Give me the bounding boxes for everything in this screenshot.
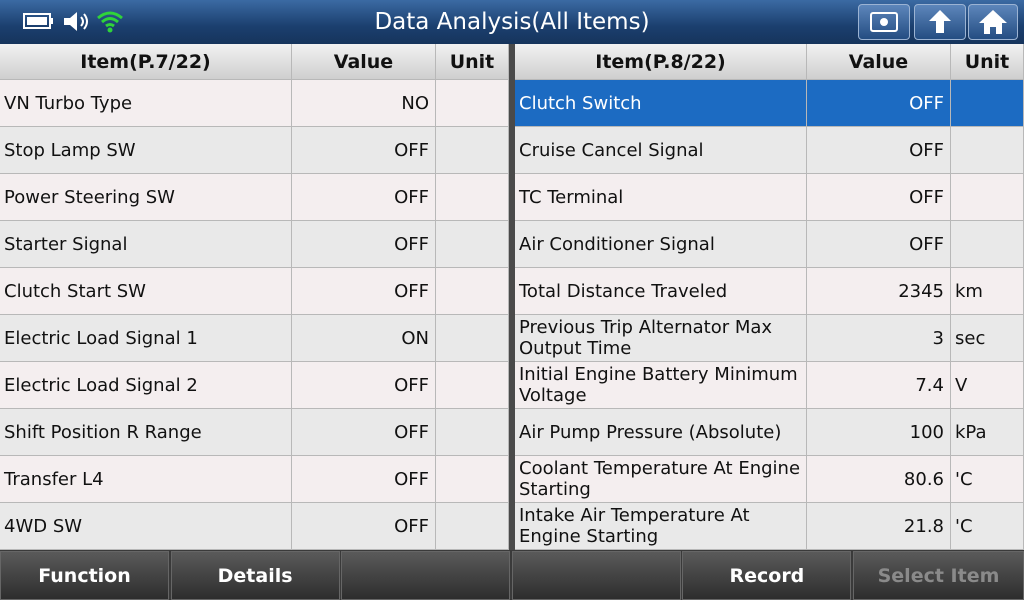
item-unit[interactable] [436,503,509,550]
column-header: Unit [436,44,509,80]
item-value[interactable]: OFF [807,127,951,174]
item-unit[interactable] [436,174,509,221]
item-name[interactable]: Starter Signal [0,221,292,268]
footer-button[interactable]: Function [0,551,169,600]
item-unit[interactable]: sec [951,315,1024,362]
item-unit[interactable] [436,409,509,456]
item-unit[interactable] [951,174,1024,221]
item-value[interactable]: OFF [292,503,436,550]
item-value[interactable]: OFF [292,127,436,174]
item-value[interactable]: ON [292,315,436,362]
item-unit[interactable]: kPa [951,409,1024,456]
item-unit[interactable]: V [951,362,1024,409]
column-header: Unit [951,44,1024,80]
item-unit[interactable] [436,315,509,362]
item-name[interactable]: Air Pump Pressure (Absolute) [515,409,807,456]
item-unit[interactable]: km [951,268,1024,315]
item-name[interactable]: Clutch Switch [515,80,807,127]
item-name[interactable]: Coolant Temperature At Engine Starting [515,456,807,503]
item-unit[interactable] [951,80,1024,127]
item-value[interactable]: 3 [807,315,951,362]
item-value[interactable]: OFF [807,174,951,221]
right-table: Item(P.8/22) Value Unit Clutch Switch OFF Cru… [515,44,1024,550]
item-value[interactable]: 100 [807,409,951,456]
item-name[interactable]: Electric Load Signal 2 [0,362,292,409]
empty-button [512,551,681,600]
item-value[interactable]: 2345 [807,268,951,315]
screenshot-button[interactable] [858,4,910,40]
item-name[interactable]: Previous Trip Alternator Max Output Time [515,315,807,362]
column-header: Item(P.7/22) [0,44,292,80]
item-name[interactable]: Initial Engine Battery Minimum Voltage [515,362,807,409]
item-unit[interactable]: 'C [951,456,1024,503]
item-value[interactable]: OFF [807,80,951,127]
left-table: Item(P.7/22) Value Unit VN Turbo Type NO Stop… [0,44,509,550]
item-value[interactable]: OFF [292,362,436,409]
item-name[interactable]: Power Steering SW [0,174,292,221]
item-unit[interactable] [951,127,1024,174]
status-icons [23,11,123,33]
item-value[interactable]: 7.4 [807,362,951,409]
item-name[interactable]: Total Distance Traveled [515,268,807,315]
column-header: Value [292,44,436,80]
item-name[interactable]: Cruise Cancel Signal [515,127,807,174]
column-header: Value [807,44,951,80]
item-unit[interactable] [436,362,509,409]
item-unit[interactable] [436,80,509,127]
footer-button[interactable]: Details [170,551,340,600]
footer-button: Select Item [853,551,1024,600]
item-name[interactable]: Intake Air Temperature At Engine Startin… [515,503,807,550]
item-name[interactable]: Air Conditioner Signal [515,221,807,268]
item-name[interactable]: VN Turbo Type [0,80,292,127]
home-button[interactable] [968,4,1018,40]
item-name[interactable]: Stop Lamp SW [0,127,292,174]
item-value[interactable]: 21.8 [807,503,951,550]
column-header: Item(P.8/22) [515,44,807,80]
item-value[interactable]: OFF [807,221,951,268]
item-unit[interactable] [436,127,509,174]
item-unit[interactable] [436,268,509,315]
page-title: Data Analysis(All Items) [374,9,650,35]
item-unit[interactable] [951,221,1024,268]
item-value[interactable]: OFF [292,221,436,268]
item-value[interactable]: 80.6 [807,456,951,503]
item-value[interactable]: OFF [292,174,436,221]
back-button[interactable] [914,4,966,40]
item-value[interactable]: OFF [292,268,436,315]
item-name[interactable]: Clutch Start SW [0,268,292,315]
item-unit[interactable] [436,221,509,268]
divider [509,44,515,550]
item-value[interactable]: OFF [292,409,436,456]
title-bar: Data Analysis(All Items) [0,0,1024,44]
item-name[interactable]: Shift Position R Range [0,409,292,456]
empty-button [341,551,510,600]
item-name[interactable]: Transfer L4 [0,456,292,503]
footer-button[interactable]: Record [682,551,852,600]
item-name[interactable]: 4WD SW [0,503,292,550]
item-value[interactable]: NO [292,80,436,127]
item-name[interactable]: TC Terminal [515,174,807,221]
item-value[interactable]: OFF [292,456,436,503]
item-unit[interactable] [436,456,509,503]
item-unit[interactable]: 'C [951,503,1024,550]
item-name[interactable]: Electric Load Signal 1 [0,315,292,362]
